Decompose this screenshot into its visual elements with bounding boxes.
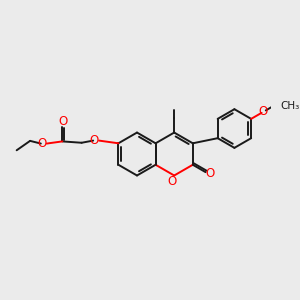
Text: O: O xyxy=(58,115,68,128)
Text: CH₃: CH₃ xyxy=(280,101,299,111)
Text: O: O xyxy=(206,167,215,180)
Text: O: O xyxy=(258,105,268,118)
Text: O: O xyxy=(90,134,99,147)
Text: O: O xyxy=(167,175,177,188)
Text: O: O xyxy=(37,136,46,149)
